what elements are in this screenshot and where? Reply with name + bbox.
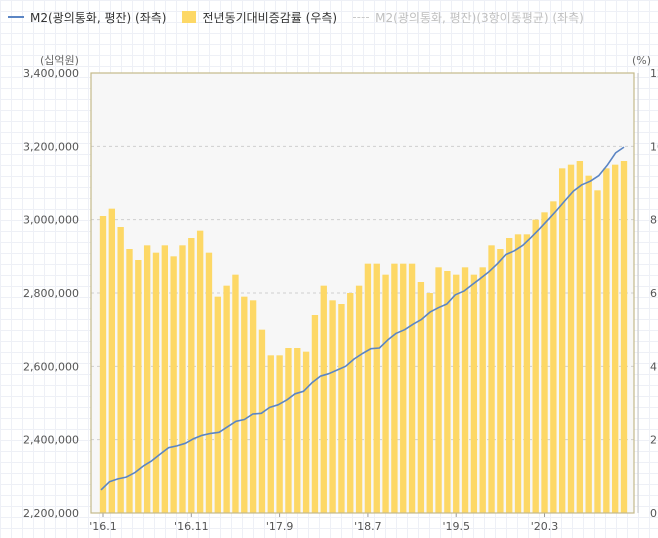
left-tick-label: 3,000,000 [23,214,79,227]
bar [479,267,486,513]
bar [514,234,522,514]
bar [594,190,601,514]
left-tick-label: 2,200,000 [23,507,79,520]
legend-item-yoy[interactable]: 전년동기대비증감률 (우측) [182,9,337,26]
chart-legend: M2(광의통화, 평잔) (좌측) 전년동기대비증감률 (우측) M2(광의통화… [8,6,658,28]
bar [400,263,407,513]
bar [329,300,336,513]
bar [347,293,354,513]
legend-item-m2-ma[interactable]: M2(광의통화, 평잔)(3항이동평균) (좌측) [353,9,584,26]
bar [258,329,266,513]
bar [267,355,274,513]
legend-label-m2-ma: M2(광의통화, 평잔)(3항이동평균) (좌측) [375,10,584,25]
bar [559,168,566,514]
right-tick-label: 4 [650,360,657,373]
bar [241,296,248,513]
bar [276,355,283,513]
bar [355,285,363,513]
bar [302,351,310,513]
plot-frame [90,72,635,514]
m2-line [100,146,625,491]
right-tick-label: 6 [650,287,657,300]
bar [620,161,628,513]
bar [497,249,504,513]
bar [364,263,372,513]
x-tick-label: '17.9 [266,520,294,533]
bar [576,161,584,513]
bar [232,274,239,513]
bar [488,245,495,514]
bar [444,271,451,513]
right-tick-label: 10 [650,140,658,153]
bar [506,238,513,513]
legend-label-m2: M2(광의통화, 평잔) (좌측) [30,10,167,25]
bar [611,164,619,513]
bar [223,285,230,513]
left-tick-label: 3,200,000 [23,140,79,153]
bar [320,285,327,513]
right-tick-label: 8 [650,214,657,227]
right-tick-label: 2 [650,434,657,447]
left-tick-label: 2,800,000 [23,287,79,300]
bar [196,230,204,513]
bar [567,164,575,513]
legend-bar-swatch [182,11,197,23]
bar [408,263,416,513]
bar [426,293,433,513]
bar [99,216,107,513]
legend-line-swatch [8,16,24,18]
right-axis-unit: (%) [632,54,651,67]
bar [391,263,398,513]
right-tick-label: 0 [650,507,657,520]
legend-dashed-swatch [353,16,370,18]
bar [382,274,389,513]
left-tick-label: 3,400,000 [23,67,79,80]
bar [417,282,425,513]
left-tick-label: 2,600,000 [23,360,79,373]
bar [205,252,213,513]
bar [470,274,478,513]
bar [311,315,319,513]
bar [108,208,116,513]
legend-item-m2[interactable]: M2(광의통화, 평잔) (좌측) [8,9,166,26]
bar [453,274,460,513]
bar [585,175,592,513]
bar [373,263,380,513]
x-tick-label: '18.7 [354,520,382,533]
bar [294,348,301,513]
bar [179,245,186,514]
bar [161,245,168,514]
bar [285,348,292,513]
bar [249,300,257,513]
bar [214,296,221,513]
bar [143,245,151,514]
legend-label-yoy: 전년동기대비증감률 (우측) [202,10,338,25]
bar [550,201,557,514]
x-tick-label: '16.11 [174,520,209,533]
bar [435,267,442,513]
bar [170,256,177,513]
x-tick-label: '16.1 [89,520,117,533]
bar [461,267,469,513]
right-tick-label: 12 [650,67,658,80]
bar [135,260,142,513]
x-tick-label: '20.3 [531,520,559,533]
bar [152,252,160,513]
bar [338,304,345,513]
left-axis-unit: (십억원) [40,54,79,67]
left-tick-label: 2,400,000 [23,434,79,447]
bar [532,219,539,513]
bar [117,227,124,513]
bar [603,168,610,514]
bar [541,212,548,514]
bar [188,238,195,513]
bar [523,234,531,514]
x-tick-label: '19.5 [442,520,470,533]
bar [126,249,133,513]
